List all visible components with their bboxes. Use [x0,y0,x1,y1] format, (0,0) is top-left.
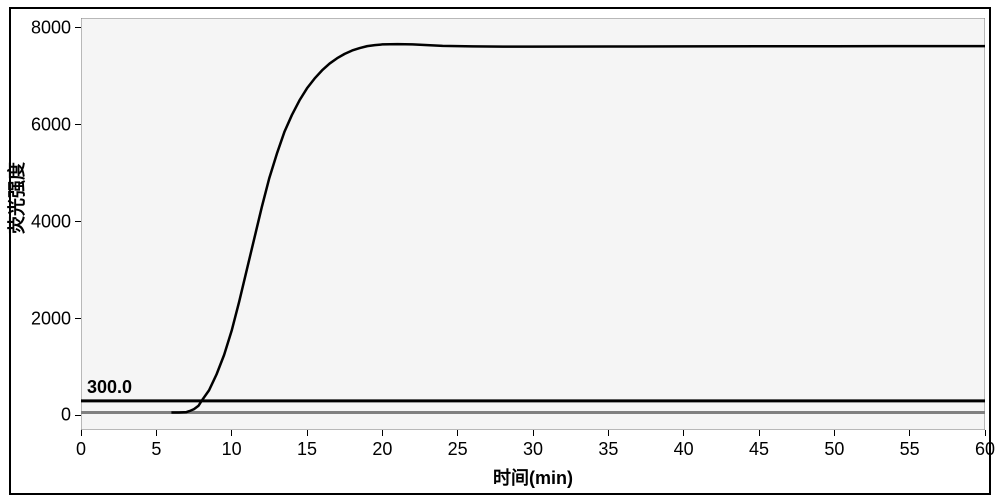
x-tick-label: 45 [749,439,769,460]
y-axis-label: 荧光强度 [3,214,29,234]
x-tick-label: 40 [674,439,694,460]
x-tick [909,430,910,436]
x-tick [608,430,609,436]
y-tick-label: 6000 [31,114,71,135]
plot-svg [81,18,985,430]
x-tick-label: 0 [76,439,86,460]
y-tick-label: 4000 [31,211,71,232]
x-tick-label: 25 [448,439,468,460]
x-tick-label: 20 [372,439,392,460]
x-tick [457,430,458,436]
plot-area [81,18,985,430]
y-tick [75,27,81,28]
x-tick [834,430,835,436]
plot-background [81,18,985,430]
y-tick [75,318,81,319]
x-tick-label: 55 [900,439,920,460]
x-tick-label: 15 [297,439,317,460]
x-tick [683,430,684,436]
x-tick-label: 30 [523,439,543,460]
x-tick-label: 5 [151,439,161,460]
x-tick [156,430,157,436]
x-tick [307,430,308,436]
y-tick-label: 8000 [31,17,71,38]
threshold-label: 300.0 [87,377,132,398]
x-tick-label: 10 [222,439,242,460]
y-tick-label: 2000 [31,308,71,329]
x-axis-label: 时间(min) [493,464,573,490]
y-tick-label: 0 [61,405,71,426]
x-tick [533,430,534,436]
y-tick [75,124,81,125]
y-tick [75,221,81,222]
x-tick [81,430,82,436]
x-tick-label: 50 [824,439,844,460]
x-tick [759,430,760,436]
x-tick [382,430,383,436]
x-tick-label: 35 [598,439,618,460]
x-tick [231,430,232,436]
x-tick [985,430,986,436]
y-tick [75,415,81,416]
x-tick-label: 60 [975,439,995,460]
